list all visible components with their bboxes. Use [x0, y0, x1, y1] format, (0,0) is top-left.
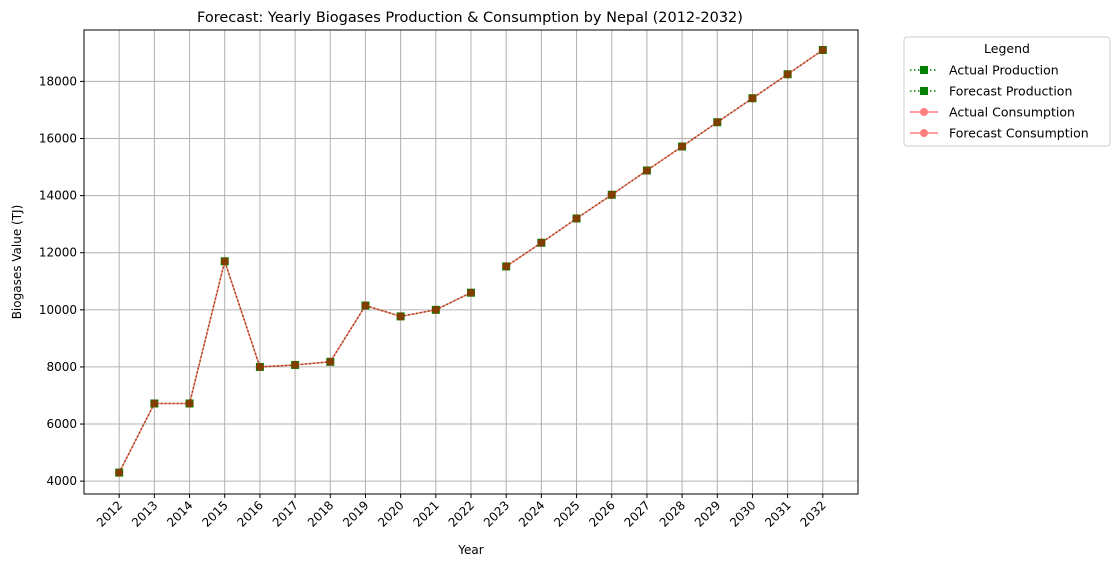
data-point: [502, 262, 511, 271]
grid: [84, 30, 858, 494]
data-point: [185, 399, 194, 408]
legend-label: Actual Production: [949, 63, 1059, 78]
series-layer: [115, 45, 827, 477]
x-tick-label: 2018: [305, 498, 336, 529]
data-point: [326, 357, 335, 366]
y-axis: 4000 6000 8000 10000 12000 14000 16000 18000: [39, 74, 84, 488]
y-tick-label: 4000: [46, 474, 77, 488]
legend-item: Actual Consumption: [910, 105, 1075, 120]
data-point: [361, 301, 370, 310]
x-tick-label: 2020: [375, 498, 406, 529]
legend-title: Legend: [984, 41, 1030, 56]
y-tick-label: 14000: [39, 189, 77, 203]
legend-box: [903, 36, 1111, 147]
x-tick-label: 2026: [586, 498, 617, 529]
legend-item: Forecast Consumption: [910, 126, 1089, 141]
x-tick-label: 2029: [692, 498, 723, 529]
legend-item: Forecast Production: [910, 84, 1072, 99]
data-point: [150, 399, 159, 408]
x-tick-label: 2024: [516, 498, 547, 529]
data-point: [783, 70, 792, 79]
y-tick-label: 10000: [39, 303, 77, 317]
x-tick-label: 2023: [481, 498, 512, 529]
x-tick-label: 2027: [622, 498, 653, 529]
y-axis-title: Biogases Value (TJ): [10, 205, 24, 320]
series-actual-consumption: [115, 257, 475, 477]
data-point: [220, 257, 229, 266]
y-tick-label: 16000: [39, 132, 77, 146]
data-point: [291, 360, 300, 369]
x-tick-label: 2032: [797, 498, 828, 529]
x-tick-label: 2016: [235, 498, 266, 529]
legend-label: Forecast Consumption: [949, 126, 1089, 141]
x-tick-label: 2012: [94, 498, 125, 529]
chart-title: Forecast: Yearly Biogases Production & C…: [197, 10, 743, 26]
x-tick-label: 2014: [164, 498, 195, 529]
x-tick-label: 2015: [199, 498, 230, 529]
y-tick-label: 6000: [46, 417, 77, 431]
x-tick-label: 2022: [446, 498, 477, 529]
x-tick-label: 2013: [129, 498, 160, 529]
data-point: [467, 288, 475, 297]
data-point: [572, 214, 581, 223]
data-point: [818, 45, 827, 54]
legend-swatch: [910, 87, 938, 95]
data-point: [115, 468, 124, 477]
data-point: [713, 118, 722, 127]
x-tick-label: 2021: [410, 498, 441, 529]
x-axis: 2012 2013 2014 2015 2016 2017 2018 2019 2020 2021…: [94, 494, 829, 530]
legend-swatch: [910, 129, 938, 137]
x-tick-label: 2030: [727, 498, 758, 529]
x-tick-label: 2017: [270, 498, 301, 529]
series-forecast-consumption: [502, 45, 827, 271]
legend-label: Actual Consumption: [949, 105, 1075, 120]
data-point: [748, 94, 757, 103]
data-point: [642, 166, 651, 175]
legend-label: Forecast Production: [949, 84, 1072, 99]
x-tick-label: 2019: [340, 498, 371, 529]
y-tick-label: 8000: [46, 360, 77, 374]
legend-item: Actual Production: [910, 63, 1059, 78]
data-point: [607, 190, 616, 199]
legend: Legend Actual Production Forecast Product…: [903, 36, 1111, 147]
data-point: [396, 312, 405, 321]
x-tick-label: 2025: [551, 498, 582, 529]
y-tick-label: 12000: [39, 246, 77, 260]
legend-swatch: [910, 108, 938, 116]
data-point: [431, 305, 440, 314]
data-point: [537, 238, 546, 247]
x-axis-title: Year: [457, 543, 483, 557]
x-tick-label: 2028: [657, 498, 688, 529]
data-point: [255, 362, 264, 371]
legend-swatch: [910, 66, 938, 74]
series-line: [505, 49, 824, 268]
data-point: [678, 142, 687, 151]
y-tick-label: 18000: [39, 74, 77, 88]
x-tick-label: 2031: [762, 498, 793, 529]
